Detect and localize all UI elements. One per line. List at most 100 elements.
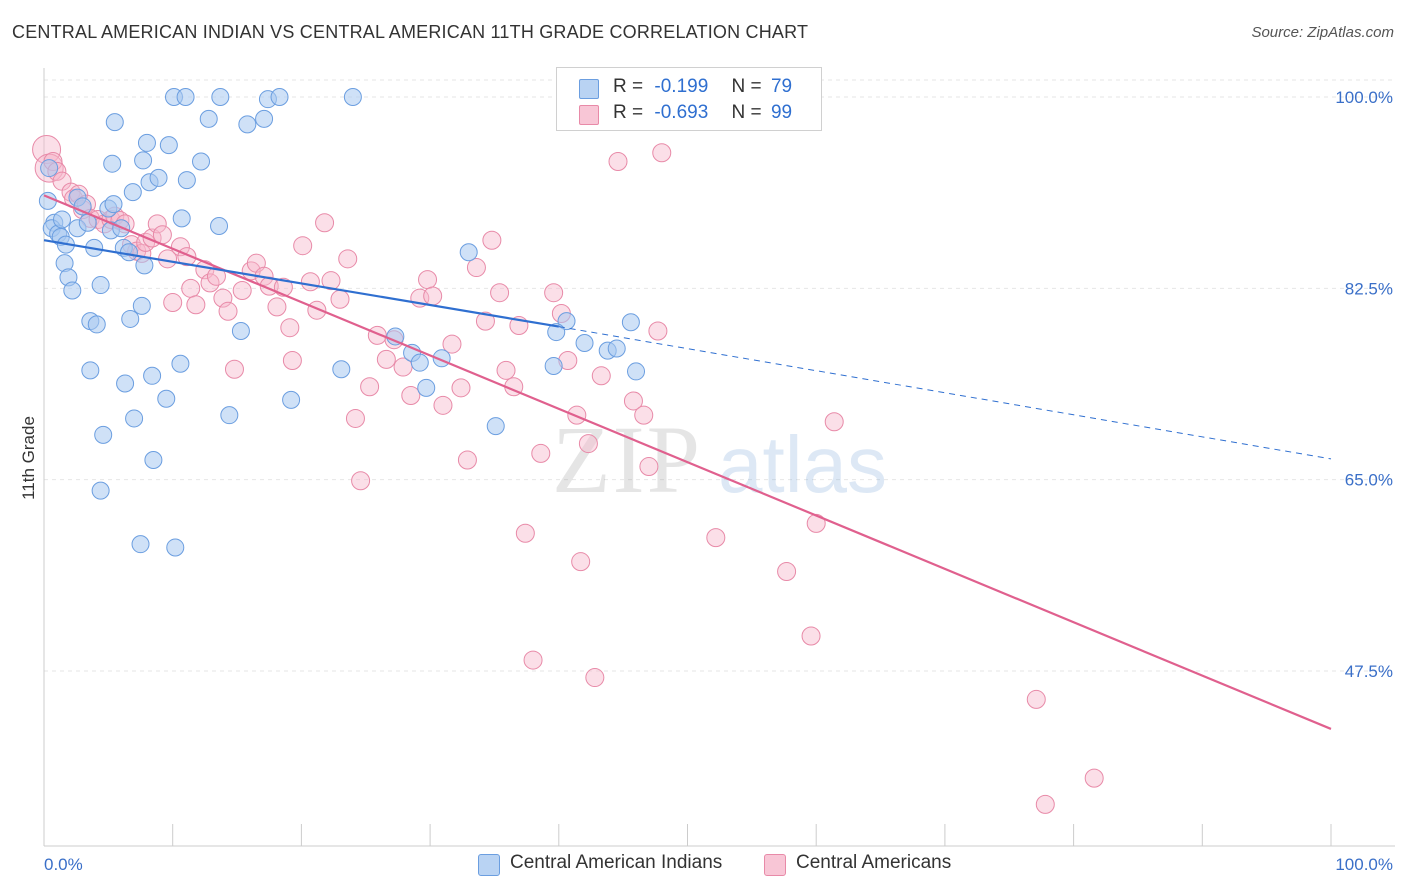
y-axis-label: 11th Grade — [19, 416, 38, 500]
point-central-americans — [515, 523, 535, 543]
r-label: R = — [613, 102, 644, 123]
y-tick-label: 65.0% — [1345, 471, 1393, 490]
point-central-american-indians — [149, 168, 168, 187]
point-central-americans — [648, 321, 668, 341]
point-central-american-indians — [177, 171, 196, 190]
point-central-american-indians — [210, 217, 229, 236]
y-tick-label: 100.0% — [1335, 88, 1393, 107]
point-central-american-indians — [332, 360, 351, 379]
correlation-legend: R = -0.199 N = 79 R = -0.693 N = 99 — [556, 67, 822, 131]
point-central-american-indians — [172, 209, 191, 228]
point-central-americans — [376, 349, 396, 369]
legend-stats-americans: R = -0.693 N = 99 — [613, 102, 792, 124]
n-label: N = — [731, 76, 762, 97]
point-central-americans — [523, 650, 543, 670]
point-central-american-indians — [135, 256, 154, 275]
point-central-american-indians — [137, 133, 156, 152]
point-central-american-indians — [103, 154, 122, 173]
point-central-american-indians — [143, 366, 162, 385]
point-central-americans — [315, 213, 335, 233]
point-central-american-indians — [132, 296, 151, 315]
point-central-americans — [1026, 689, 1046, 709]
point-central-americans — [706, 528, 726, 548]
point-central-american-indians — [123, 183, 142, 202]
point-central-americans — [1035, 794, 1055, 814]
trend-line-central-american-indians-extension — [558, 326, 1332, 460]
point-central-american-indians — [104, 195, 123, 214]
point-central-americans — [652, 143, 672, 163]
point-central-american-indians — [621, 313, 640, 332]
point-central-americans — [442, 334, 462, 354]
n-value: 79 — [770, 76, 793, 97]
chart-title: CENTRAL AMERICAN INDIAN VS CENTRAL AMERI… — [12, 22, 809, 42]
point-central-american-indians — [486, 417, 505, 436]
series-legend: Central American Indians Central America… — [0, 852, 1406, 878]
r-label: R = — [613, 76, 644, 97]
point-central-americans — [608, 152, 628, 172]
point-central-american-indians — [81, 361, 100, 380]
point-central-americans — [170, 237, 190, 257]
point-central-americans — [218, 301, 238, 321]
point-central-american-indians — [40, 159, 59, 178]
point-central-american-indians — [171, 354, 190, 373]
legend-swatch-pink — [579, 105, 599, 125]
point-central-americans — [280, 318, 300, 338]
point-central-american-indians — [125, 409, 144, 428]
point-central-american-indians — [410, 353, 429, 372]
point-central-american-indians — [627, 362, 646, 381]
point-central-americans — [338, 249, 358, 269]
source-label: Source: ZipAtlas.com — [1251, 24, 1394, 41]
point-central-american-indians — [105, 113, 124, 132]
point-central-american-indians — [255, 109, 274, 128]
point-central-american-indians — [547, 323, 566, 342]
point-central-american-indians — [134, 151, 153, 170]
point-central-americans — [801, 626, 821, 646]
point-central-american-indians — [211, 88, 230, 106]
point-central-american-indians — [199, 109, 218, 128]
point-central-american-indians — [343, 88, 362, 106]
point-central-americans — [293, 236, 313, 256]
point-central-american-indians — [116, 374, 135, 393]
point-central-americans — [482, 230, 502, 250]
point-central-americans — [531, 443, 551, 463]
point-central-american-indians — [131, 535, 150, 554]
legend-swatch-blue — [579, 79, 599, 99]
point-central-american-indians — [557, 312, 576, 331]
point-central-americans — [578, 434, 598, 454]
point-central-american-indians — [121, 309, 140, 328]
r-value: -0.199 — [654, 76, 709, 97]
trend-line-central-americans — [43, 194, 1332, 730]
watermark-atlas: atlas — [718, 420, 887, 509]
point-central-american-indians — [575, 334, 594, 352]
point-central-american-indians — [459, 243, 478, 262]
point-central-americans — [147, 214, 167, 234]
point-central-american-indians — [176, 88, 195, 106]
point-central-american-indians — [544, 356, 563, 375]
legend-label-indians: Central American Indians — [510, 852, 723, 873]
trend-lines — [43, 194, 1332, 730]
point-central-american-indians — [91, 276, 110, 295]
point-central-americans — [496, 360, 516, 380]
point-central-american-indians — [238, 115, 257, 134]
point-central-americans — [623, 391, 643, 411]
point-central-americans — [418, 270, 438, 290]
point-central-american-indians — [607, 339, 626, 358]
point-central-american-indians — [91, 481, 110, 500]
point-central-americans — [321, 271, 341, 291]
y-tick-label: 47.5% — [1345, 662, 1393, 681]
point-central-american-indians — [282, 390, 301, 409]
watermark: ZIP atlas — [552, 406, 887, 513]
point-central-americans — [475, 311, 495, 331]
point-central-american-indians — [192, 152, 211, 171]
point-central-americans — [360, 377, 380, 397]
y-tick-label: 82.5% — [1345, 279, 1393, 298]
point-central-americans — [181, 278, 201, 298]
x-tick-label: 100.0% — [1335, 855, 1393, 874]
r-value: -0.693 — [654, 102, 709, 123]
x-tick-label: 0.0% — [44, 855, 83, 874]
point-central-americans — [1084, 768, 1104, 788]
point-central-americans — [330, 289, 350, 309]
point-central-american-indians — [166, 538, 185, 557]
point-central-americans — [345, 408, 365, 428]
